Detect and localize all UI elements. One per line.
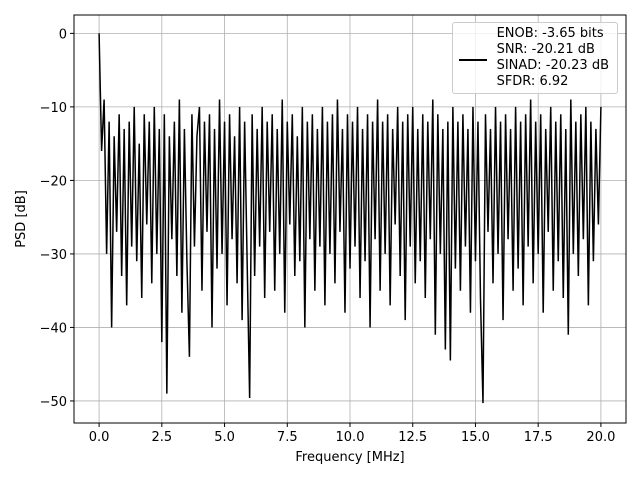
plot-frame (73, 14, 627, 424)
x-axis-label: Frequency [MHz] (295, 450, 404, 465)
psd-line (98, 33, 602, 404)
x-tick-label: 15.0 (461, 430, 490, 445)
x-tick-label: 12.5 (398, 430, 427, 445)
y-tick-label: −50 (40, 395, 67, 410)
x-tick-label: 0.0 (89, 430, 110, 445)
x-tick-label: 17.5 (524, 430, 553, 445)
y-tick-label: 0 (59, 27, 67, 42)
x-tick-label: 2.5 (151, 430, 172, 445)
y-axis-label: PSD [dB] (14, 190, 29, 248)
legend-label: ENOB: -3.65 bits SNR: -20.21 dB SINAD: -… (496, 26, 609, 89)
y-tick-label: −20 (40, 174, 67, 189)
legend: ENOB: -3.65 bits SNR: -20.21 dB SINAD: -… (451, 22, 618, 94)
y-tick-label: −40 (40, 321, 67, 336)
x-tick-label: 20.0 (586, 430, 615, 445)
x-tick-label: 10.0 (336, 430, 365, 445)
legend-swatch (458, 59, 487, 61)
x-tick-label: 5.0 (214, 430, 235, 445)
x-tick-label: 7.5 (277, 430, 298, 445)
y-tick-label: −30 (40, 248, 67, 263)
y-tick-label: −10 (40, 101, 67, 116)
